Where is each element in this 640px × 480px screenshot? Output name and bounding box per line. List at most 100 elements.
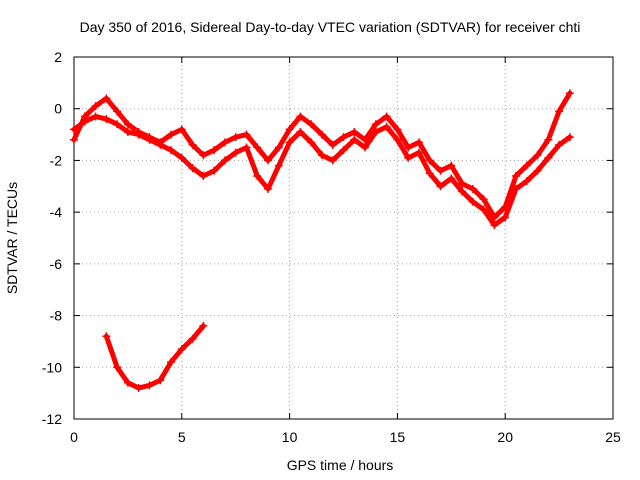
data-point [70, 135, 78, 144]
x-tick-label: 25 [605, 429, 621, 445]
data-point [328, 156, 337, 165]
data-point [522, 177, 531, 186]
chart-title: Day 350 of 2016, Sidereal Day-to-day VTE… [80, 19, 581, 35]
data-point [565, 89, 574, 98]
data-point [113, 120, 122, 129]
x-tick-label: 15 [390, 429, 406, 445]
data-point [447, 161, 456, 170]
data-point [220, 156, 229, 165]
y-tick-label: -2 [50, 152, 63, 168]
data-point [468, 197, 477, 206]
data-point [350, 127, 359, 136]
data-point [414, 138, 423, 147]
data-point [102, 115, 111, 124]
data-point [393, 125, 402, 134]
y-tick-label: -4 [50, 204, 63, 220]
data-point [231, 148, 240, 157]
series-track-b [70, 112, 574, 230]
data-point [199, 151, 208, 160]
plot-frame [73, 56, 614, 420]
data-point [479, 205, 488, 214]
data-point [533, 151, 542, 160]
series-track-a [70, 89, 574, 222]
data-point [134, 130, 143, 139]
data-point [544, 153, 553, 162]
data-point [274, 143, 283, 152]
series-track-c [102, 321, 208, 392]
data-point [264, 156, 273, 165]
data-point [522, 161, 531, 170]
data-point [511, 171, 520, 180]
data-point [242, 130, 251, 139]
grid [74, 57, 613, 419]
data-point [253, 143, 262, 152]
data-point [210, 166, 219, 175]
data-point [167, 146, 176, 155]
data-point [123, 127, 132, 136]
data-point [458, 187, 467, 196]
data-point [371, 120, 380, 129]
data-point [145, 135, 154, 144]
data-point [307, 120, 316, 129]
data-point [555, 140, 564, 149]
data-point [102, 94, 111, 103]
y-axis-label: SDTVAR / TECUs [4, 182, 20, 294]
data-point [123, 120, 132, 129]
data-point [156, 140, 165, 149]
data-point [296, 112, 305, 121]
y-tick-label: 2 [54, 49, 62, 65]
data-point [393, 135, 402, 144]
x-axis-label: GPS time / hours [287, 457, 394, 473]
y-tick-label: -12 [42, 411, 62, 427]
data-point [296, 127, 305, 136]
y-tick-label: -8 [50, 308, 63, 324]
data-point [447, 174, 456, 183]
y-tick-label: -6 [50, 256, 63, 272]
data-point [177, 153, 186, 162]
data-point [511, 184, 520, 193]
data-point [382, 122, 391, 131]
data-point [113, 363, 122, 372]
data-point [501, 213, 510, 222]
data-point [436, 166, 445, 175]
data-point [134, 383, 143, 392]
data-point [253, 171, 262, 180]
data-point [70, 125, 78, 134]
data-point [404, 153, 413, 162]
data-point [544, 135, 553, 144]
data-point [533, 166, 542, 175]
data-point [177, 345, 186, 354]
data-point [167, 358, 176, 367]
data-point [91, 102, 100, 111]
data-point [436, 182, 445, 191]
data-point [479, 195, 488, 204]
data-point [339, 146, 348, 155]
data-point [307, 138, 316, 147]
y-tick-label: 0 [54, 101, 62, 117]
data-point [382, 112, 391, 121]
data-point [113, 107, 122, 116]
data-point [231, 133, 240, 142]
data-point [274, 161, 283, 170]
data-point [199, 171, 208, 180]
data-point [425, 156, 434, 165]
x-tick-label: 20 [497, 429, 513, 445]
data-point [285, 125, 294, 134]
data-point [167, 130, 176, 139]
data-point [350, 135, 359, 144]
data-point [565, 133, 574, 142]
x-tick-label: 0 [70, 429, 78, 445]
data-point [177, 125, 186, 134]
data-point [371, 127, 380, 136]
series-line [103, 323, 206, 391]
data-point [317, 130, 326, 139]
data-point [555, 107, 564, 116]
data-point [188, 140, 197, 149]
data-point [404, 143, 413, 152]
x-tick-label: 5 [178, 429, 186, 445]
data-point [414, 148, 423, 157]
data-point [458, 179, 467, 188]
data-point [264, 184, 273, 193]
